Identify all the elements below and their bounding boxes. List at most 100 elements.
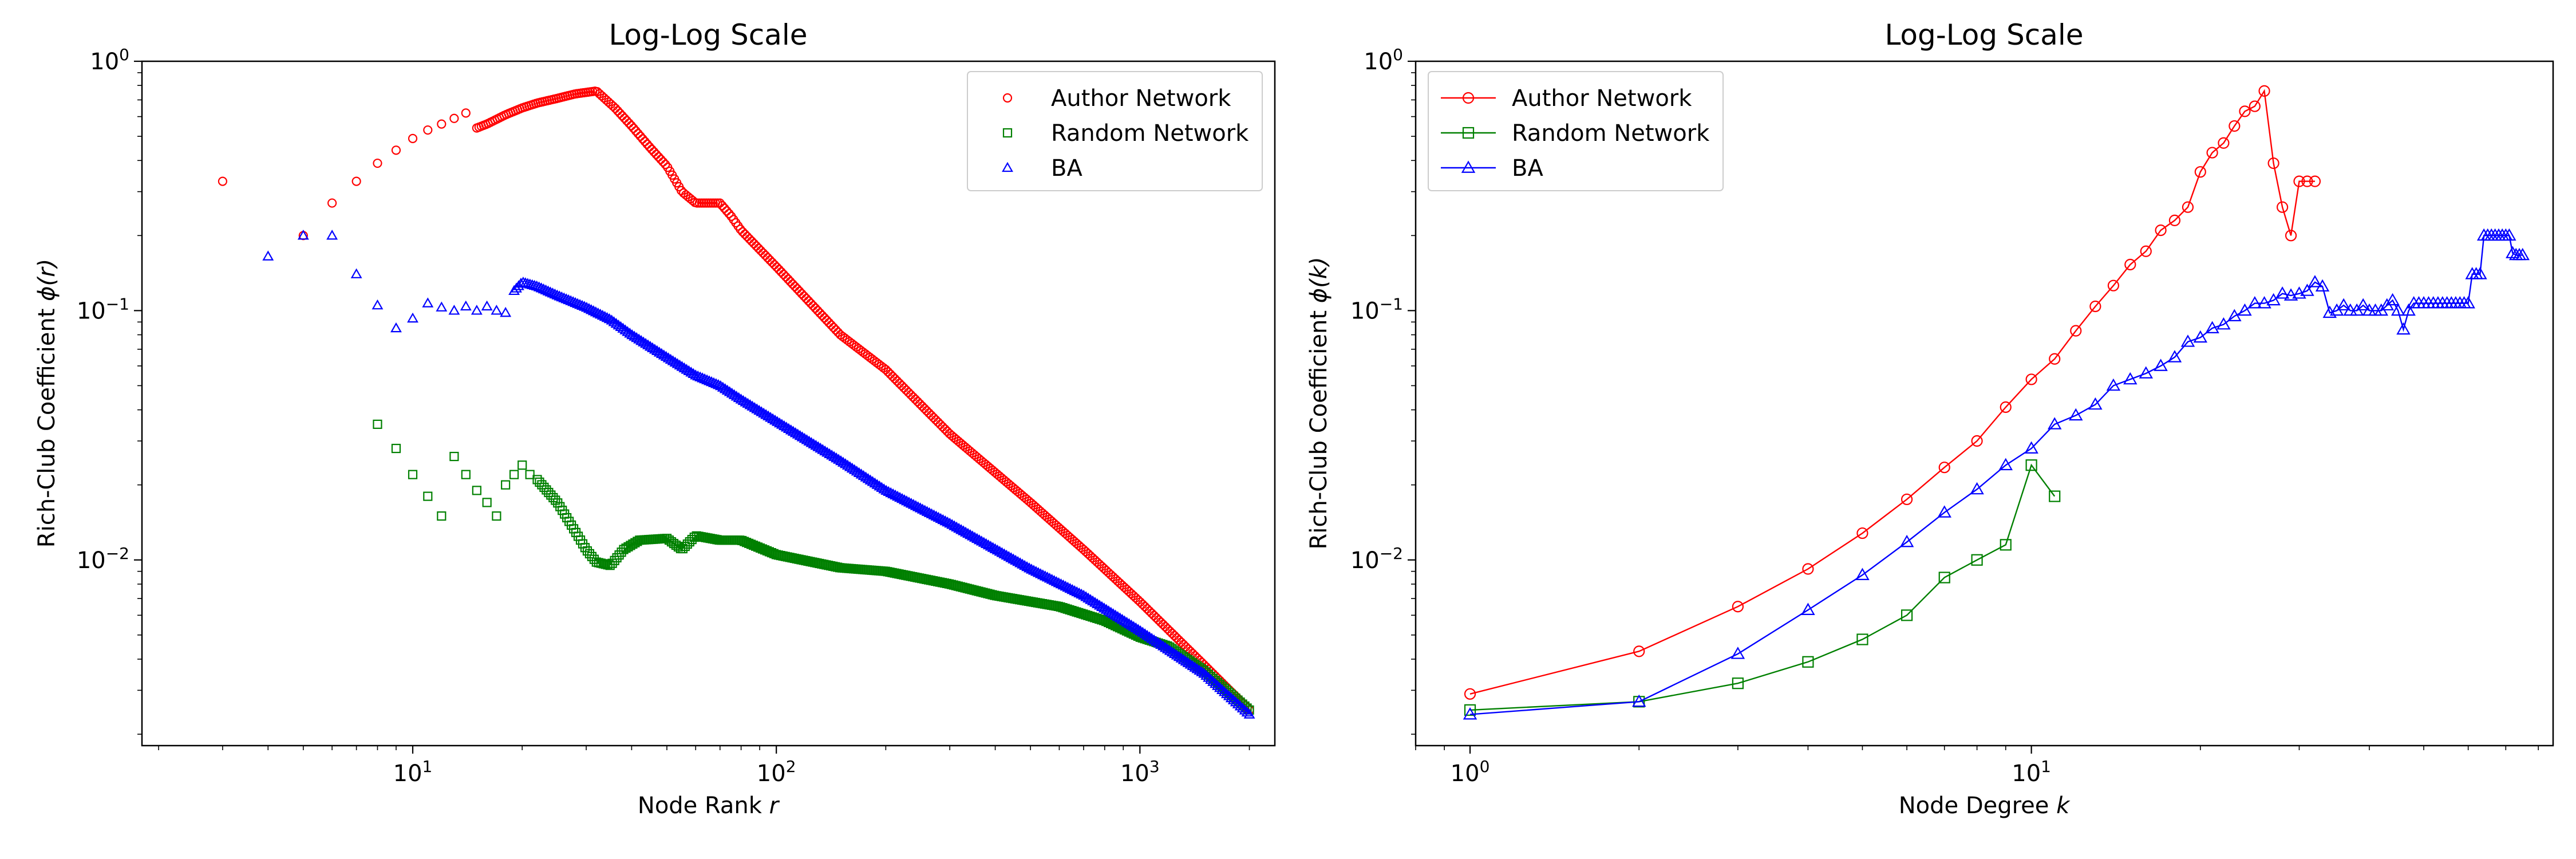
right-line-author-network bbox=[1469, 89, 2315, 695]
right-point-author-network bbox=[2025, 373, 2037, 385]
left-point-ba bbox=[737, 395, 749, 405]
left-y-tick-exp: −1 bbox=[106, 294, 129, 313]
left-point-ba bbox=[1025, 564, 1037, 574]
left-point-ba bbox=[885, 487, 897, 498]
right-point-random-network bbox=[1971, 554, 1983, 566]
left-point-ba bbox=[1148, 634, 1160, 645]
left-point-author-network bbox=[619, 113, 629, 123]
left-point-author-network bbox=[391, 145, 401, 155]
right-legend-marker-author-network bbox=[1462, 92, 1475, 104]
right-y-tick-base: 10 bbox=[1350, 547, 1380, 574]
left-y-tick-exp: −2 bbox=[106, 544, 129, 563]
left-point-ba bbox=[958, 525, 969, 535]
left-point-ba bbox=[987, 542, 999, 552]
left-point-ba bbox=[712, 379, 724, 389]
left-point-ba bbox=[1189, 661, 1201, 672]
left-point-ba bbox=[606, 314, 618, 325]
left-point-author-network bbox=[638, 134, 647, 144]
left-y-tick-base: 10 bbox=[90, 49, 119, 75]
left-point-ba bbox=[923, 507, 935, 517]
left-point-ba bbox=[626, 329, 638, 340]
right-point-author-network bbox=[2309, 175, 2321, 187]
left-chart-title: Log-Log Scale bbox=[609, 18, 807, 52]
right-point-random-network bbox=[2000, 539, 2012, 551]
left-point-ba bbox=[796, 431, 808, 442]
left-point-author-network bbox=[327, 198, 337, 208]
left-point-author-network bbox=[658, 157, 668, 167]
left-point-ba bbox=[1168, 648, 1180, 658]
left-point-ba bbox=[1144, 631, 1156, 641]
left-point-ba bbox=[1205, 673, 1217, 684]
left-point-ba bbox=[982, 539, 994, 550]
left-point-ba bbox=[848, 464, 860, 474]
right-point-random-network bbox=[2025, 459, 2037, 471]
left-point-author-network bbox=[647, 144, 657, 154]
left-point-ba bbox=[1234, 700, 1246, 711]
left-legend-label: Random Network bbox=[1051, 120, 1249, 147]
left-point-ba bbox=[730, 391, 742, 401]
left-point-ba bbox=[1103, 605, 1115, 616]
left-point-random-network bbox=[373, 419, 382, 429]
left-point-ba bbox=[1157, 640, 1169, 651]
right-point-ba bbox=[2506, 246, 2520, 258]
left-x-tick-base: 10 bbox=[1120, 761, 1149, 787]
left-point-ba bbox=[998, 548, 1010, 558]
right-point-random-network bbox=[1802, 656, 1814, 668]
left-point-ba bbox=[1210, 677, 1221, 688]
right-point-author-network bbox=[2285, 230, 2297, 242]
left-point-author-network bbox=[617, 111, 627, 121]
left-point-author-network bbox=[645, 142, 654, 152]
left-point-ba bbox=[1057, 579, 1069, 590]
left-point-ba bbox=[746, 400, 758, 411]
left-point-ba bbox=[511, 282, 522, 293]
right-point-random-network bbox=[1856, 633, 1868, 645]
left-point-ba bbox=[980, 538, 992, 549]
left-point-ba bbox=[1089, 597, 1101, 607]
left-point-ba bbox=[803, 435, 815, 446]
left-point-ba bbox=[350, 268, 362, 278]
left-x-tick-exp: 2 bbox=[786, 757, 796, 776]
left-point-ba bbox=[528, 279, 540, 290]
right-point-ba bbox=[2300, 283, 2314, 296]
right-legend-label: Random Network bbox=[1512, 120, 1710, 147]
left-point-ba bbox=[1100, 604, 1112, 614]
left-point-ba bbox=[939, 515, 951, 526]
left-point-ba bbox=[1021, 561, 1033, 572]
right-point-ba bbox=[2205, 321, 2219, 333]
left-point-ba bbox=[460, 300, 472, 311]
left-point-ba bbox=[721, 384, 733, 395]
left-point-ba bbox=[973, 534, 985, 545]
right-point-ba bbox=[2315, 279, 2330, 292]
right-point-random-network bbox=[1938, 572, 1950, 584]
left-point-author-network bbox=[635, 131, 645, 141]
left-point-ba bbox=[1161, 643, 1174, 653]
left-point-ba bbox=[540, 284, 552, 295]
right-x-tick-base: 10 bbox=[2012, 761, 2041, 787]
right-x-axis-label-var: k bbox=[2056, 793, 2071, 819]
left-point-ba bbox=[1125, 619, 1137, 630]
left-point-ba bbox=[787, 425, 799, 436]
left-point-ba bbox=[810, 439, 822, 450]
left-point-random-network bbox=[449, 451, 459, 462]
right-point-ba bbox=[2396, 322, 2411, 335]
left-point-ba bbox=[694, 371, 706, 381]
left-point-ba bbox=[390, 322, 402, 333]
left-point-ba bbox=[1107, 608, 1119, 618]
left-legend-item-author-network: Author Network bbox=[1002, 85, 1231, 112]
left-point-ba bbox=[994, 546, 1006, 556]
left-point-ba bbox=[878, 483, 890, 494]
left-legend-marker-author-network bbox=[1002, 93, 1013, 103]
right-point-ba bbox=[2247, 296, 2262, 309]
left-plot-marks bbox=[218, 86, 1255, 719]
left-point-author-network bbox=[423, 125, 433, 135]
left-point-ba bbox=[1243, 708, 1255, 719]
left-point-ba bbox=[828, 451, 840, 461]
left-point-ba bbox=[785, 424, 797, 435]
left-point-ba bbox=[692, 370, 704, 381]
left-point-ba bbox=[778, 420, 790, 431]
left-point-author-network bbox=[631, 126, 641, 136]
left-point-ba bbox=[542, 285, 554, 295]
right-point-random-network bbox=[1464, 704, 1476, 716]
left-point-random-network bbox=[408, 470, 418, 479]
left-point-ba bbox=[1159, 641, 1171, 652]
